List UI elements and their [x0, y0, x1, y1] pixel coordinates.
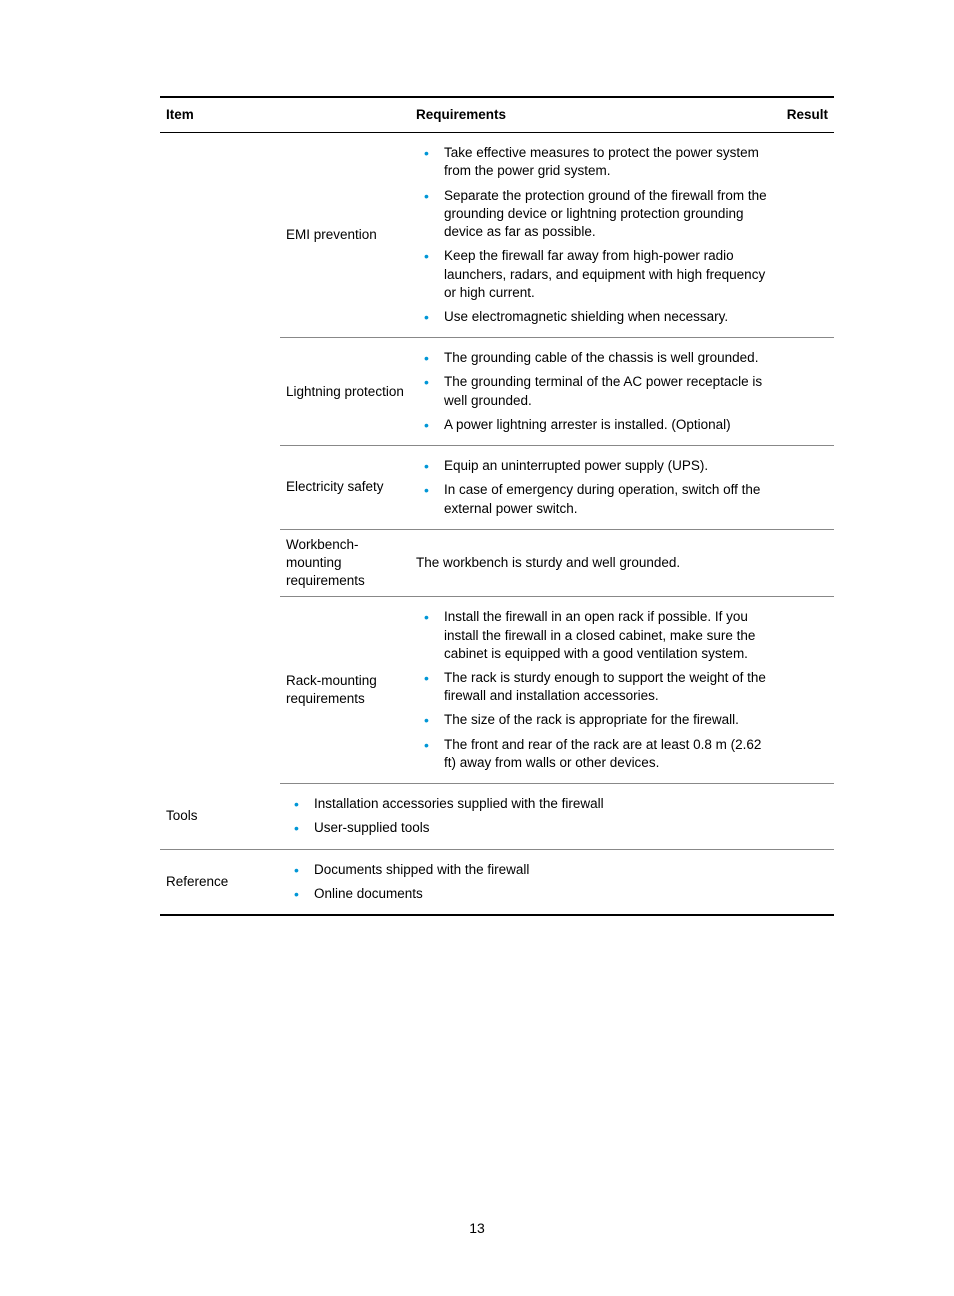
header-result: Result — [781, 97, 834, 133]
bullet-item: Keep the firewall far away from high-pow… — [438, 244, 775, 305]
req-cell: Install the firewall in an open rack if … — [410, 597, 781, 784]
req-cell: Installation accessories supplied with t… — [280, 784, 781, 849]
bullet-item: Equip an uninterrupted power supply (UPS… — [438, 454, 775, 478]
table-row: Reference Documents shipped with the fir… — [160, 849, 834, 915]
header-requirements: Requirements — [410, 97, 781, 133]
req-cell: Documents shipped with the firewall Onli… — [280, 849, 781, 915]
table-header-row: Item Requirements Result — [160, 97, 834, 133]
bullet-list: Documents shipped with the firewall Onli… — [286, 858, 775, 906]
bullet-item: The grounding cable of the chassis is we… — [438, 346, 775, 370]
bullet-item: User-supplied tools — [308, 816, 775, 840]
item-cell: Reference — [160, 849, 280, 915]
table-row: EMI prevention Take effective measures t… — [160, 133, 834, 338]
item-cell: Tools — [160, 784, 280, 849]
bullet-item: Documents shipped with the firewall — [308, 858, 775, 882]
requirements-table: Item Requirements Result EMI prevention … — [160, 96, 834, 916]
bullet-list: Installation accessories supplied with t… — [286, 792, 775, 840]
result-cell — [781, 597, 834, 784]
bullet-item: Install the firewall in an open rack if … — [438, 605, 775, 666]
req-cell: The workbench is sturdy and well grounde… — [410, 529, 781, 597]
result-cell — [781, 849, 834, 915]
result-cell — [781, 133, 834, 338]
page: Item Requirements Result EMI prevention … — [0, 0, 954, 916]
header-item: Item — [160, 97, 410, 133]
bullet-item: A power lightning arrester is installed.… — [438, 413, 775, 437]
bullet-item: The front and rear of the rack are at le… — [438, 733, 775, 775]
bullet-item: Take effective measures to protect the p… — [438, 141, 775, 183]
bullet-list: Equip an uninterrupted power supply (UPS… — [416, 454, 775, 521]
item-cell-empty — [160, 133, 280, 784]
req-cell: Take effective measures to protect the p… — [410, 133, 781, 338]
bullet-item: Use electromagnetic shielding when neces… — [438, 305, 775, 329]
bullet-item: The grounding terminal of the AC power r… — [438, 370, 775, 412]
bullet-item: Separate the protection ground of the fi… — [438, 184, 775, 245]
sub-cell: Rack-mounting requirements — [280, 597, 410, 784]
result-cell — [781, 529, 834, 597]
result-cell — [781, 446, 834, 530]
sub-cell: Electricity safety — [280, 446, 410, 530]
bullet-item: Installation accessories supplied with t… — [308, 792, 775, 816]
bullet-list: Install the firewall in an open rack if … — [416, 605, 775, 775]
bullet-item: The size of the rack is appropriate for … — [438, 708, 775, 732]
page-number: 13 — [0, 1220, 954, 1236]
sub-cell: EMI prevention — [280, 133, 410, 338]
bullet-item: In case of emergency during operation, s… — [438, 478, 775, 520]
sub-cell: Lightning protection — [280, 338, 410, 446]
bullet-item: The rack is sturdy enough to support the… — [438, 666, 775, 708]
bullet-item: Online documents — [308, 882, 775, 906]
result-cell — [781, 338, 834, 446]
bullet-list: Take effective measures to protect the p… — [416, 141, 775, 329]
bullet-list: The grounding cable of the chassis is we… — [416, 346, 775, 437]
result-cell — [781, 784, 834, 849]
req-cell: Equip an uninterrupted power supply (UPS… — [410, 446, 781, 530]
table-row: Tools Installation accessories supplied … — [160, 784, 834, 849]
req-cell: The grounding cable of the chassis is we… — [410, 338, 781, 446]
sub-cell: Workbench-mounting requirements — [280, 529, 410, 597]
